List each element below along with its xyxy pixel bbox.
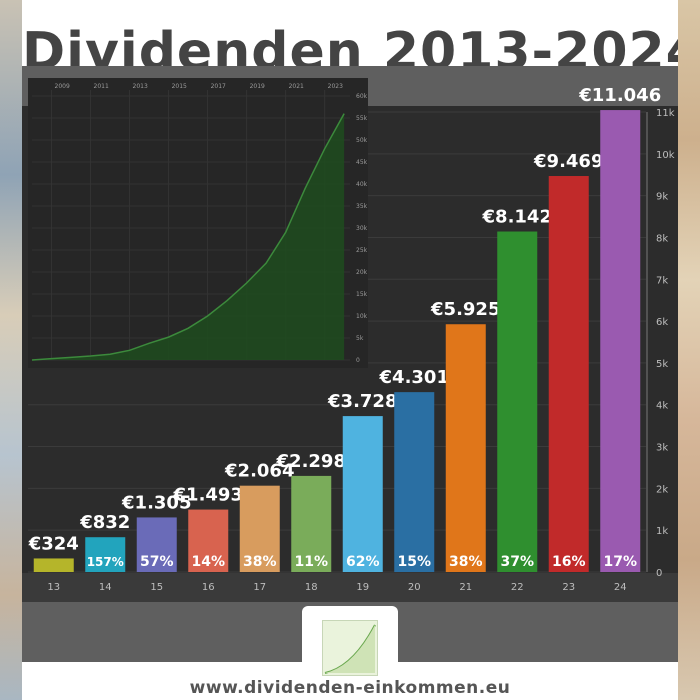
bar <box>394 392 435 572</box>
y-tick-label: 9k <box>656 192 668 203</box>
bar-growth-label: 16% <box>552 554 586 570</box>
inset-x-tick-label: 2011 <box>94 83 109 90</box>
inset-y-tick-label: 5k <box>356 335 364 342</box>
bar-growth-label: 38% <box>449 554 483 570</box>
background-photo-left <box>0 0 22 700</box>
inset-y-tick-label: 55k <box>356 115 368 122</box>
inset-y-tick-label: 50k <box>356 137 368 144</box>
y-tick-label: 7k <box>656 275 668 286</box>
bar-value-label: €11.046 <box>578 85 661 106</box>
bar-value-label: €324 <box>28 533 79 554</box>
x-tick-label: 20 <box>408 582 421 593</box>
bar-value-label: €3.728 <box>327 391 397 412</box>
inset-x-tick-label: 2023 <box>328 83 343 90</box>
footer-url: www.dividenden-einkommen.eu <box>189 678 511 698</box>
x-tick-label: 18 <box>305 582 318 593</box>
x-tick-label: 22 <box>511 582 524 593</box>
x-tick-label: 15 <box>150 582 163 593</box>
bar-growth-label: 157% <box>87 555 124 569</box>
x-tick-label: 23 <box>562 582 575 593</box>
inset-y-tick-label: 30k <box>356 225 368 232</box>
logo <box>302 606 398 678</box>
bar <box>445 324 486 572</box>
x-tick-label: 24 <box>614 582 627 593</box>
bar <box>600 110 641 573</box>
y-tick-label: 5k <box>656 359 668 370</box>
chart-frame: 0 1k 2k 3k 4k 5k 6k 7k 8k 9k 10k 11k €324 13 €832 157% 1… <box>22 66 678 662</box>
bar-value-label: €2.064 <box>224 461 294 482</box>
inset-y-tick-label: 35k <box>356 203 368 210</box>
inset-y-tick-label: 40k <box>356 181 368 188</box>
bar-growth-label: 62% <box>346 554 380 570</box>
bar <box>85 537 126 572</box>
x-tick-label: 21 <box>459 582 472 593</box>
inset-x-tick-label: 2017 <box>211 83 226 90</box>
inset-y-tick-label: 60k <box>356 93 368 100</box>
x-tick-label: 16 <box>202 582 215 593</box>
y-tick-label: 10k <box>656 150 675 161</box>
inset-y-tick-label: 20k <box>356 269 368 276</box>
inset-y-tick-label: 15k <box>356 291 368 298</box>
y-tick-label: 3k <box>656 443 668 454</box>
inset-x-tick-label: 2009 <box>55 83 70 90</box>
bar <box>497 231 538 572</box>
x-tick-label: 19 <box>356 582 369 593</box>
bar-growth-label: 57% <box>140 554 174 570</box>
x-axis-band <box>22 573 678 602</box>
inset-x-tick-label: 2021 <box>289 83 304 90</box>
inset-area <box>32 113 345 360</box>
bar-value-label: €2.298 <box>276 451 346 472</box>
x-tick-label: 17 <box>253 582 266 593</box>
logo-chart-icon <box>322 620 378 676</box>
logo-curve-icon <box>324 624 376 674</box>
bar-growth-label: 17% <box>603 554 637 570</box>
y-tick-label: 1k <box>656 526 668 537</box>
bar <box>188 509 229 572</box>
inset-series-line <box>31 113 345 361</box>
bar-value-label: €4.301 <box>379 367 449 388</box>
y-tick-label: 11k <box>656 108 675 119</box>
chart-svg: 0 1k 2k 3k 4k 5k 6k 7k 8k 9k 10k 11k €324 13 €832 157% 1… <box>22 78 678 602</box>
inset-y-tick-label: 10k <box>356 313 368 320</box>
inset-y-tick-label: 25k <box>356 247 368 254</box>
bar <box>33 558 74 572</box>
bar <box>136 517 177 572</box>
bar <box>239 485 280 572</box>
bar <box>291 475 332 572</box>
y-tick-label: 0 <box>656 568 662 579</box>
y-tick-label: 4k <box>656 401 668 412</box>
bar-value-label: €1.493 <box>173 485 243 506</box>
y-tick-label: 6k <box>656 317 668 328</box>
bar-value-label: €9.469 <box>533 151 603 172</box>
bar <box>548 176 589 573</box>
background-photo-right <box>678 0 700 700</box>
x-tick-label: 14 <box>99 582 112 593</box>
bar <box>342 416 383 572</box>
inset-y-tick-label: 0 <box>356 357 360 364</box>
bar-growth-label: 38% <box>243 554 277 570</box>
inset-x-tick-label: 2015 <box>172 83 187 90</box>
y-tick-label: 2k <box>656 484 668 495</box>
bar-growth-label: 14% <box>191 554 225 570</box>
bar-growth-label: 37% <box>500 554 534 570</box>
bar-value-label: €1.305 <box>121 492 191 513</box>
bar-growth-label: 15% <box>397 554 431 570</box>
bar-value-label: €8.142 <box>482 207 552 228</box>
y-tick-label: 8k <box>656 233 668 244</box>
x-tick-label: 13 <box>47 582 60 593</box>
bar-value-label: €5.925 <box>430 299 500 320</box>
inset-x-tick-label: 2019 <box>250 83 265 90</box>
inset-x-tick-label: 2013 <box>133 83 148 90</box>
bar-value-label: €832 <box>79 512 130 533</box>
bar-growth-label: 11% <box>294 554 328 570</box>
inset-y-tick-label: 45k <box>356 159 368 166</box>
